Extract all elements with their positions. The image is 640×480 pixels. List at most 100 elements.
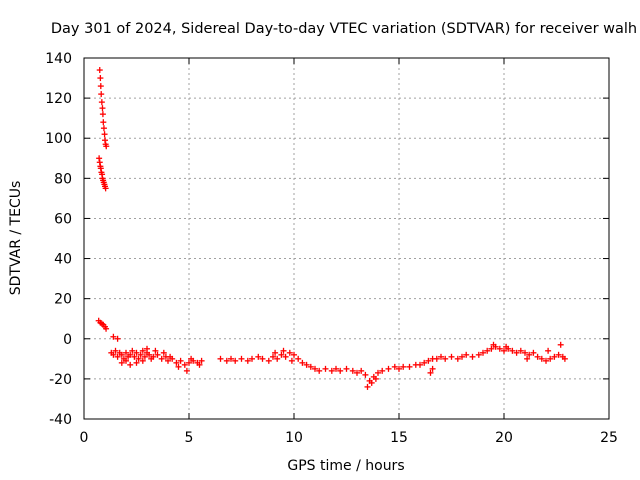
data-point	[173, 359, 180, 366]
data-point	[96, 67, 103, 74]
x-axis-label: GPS time / hours	[287, 458, 404, 474]
data-point	[103, 325, 110, 332]
data-point	[368, 379, 375, 386]
data-point	[110, 351, 117, 358]
data-point	[118, 359, 125, 366]
plot-frame	[83, 57, 610, 420]
data-point	[146, 351, 153, 358]
data-point	[555, 351, 562, 358]
data-point	[421, 359, 428, 366]
y-tick-label: -20	[49, 372, 72, 388]
data-point	[165, 357, 171, 364]
data-point	[270, 353, 276, 360]
data-point	[448, 353, 455, 360]
data-point	[299, 359, 306, 366]
y-tick-label: 120	[45, 91, 72, 107]
data-point	[391, 363, 398, 370]
data-point	[102, 185, 109, 192]
data-point	[417, 361, 423, 368]
data-point	[118, 351, 125, 358]
data-point	[139, 347, 146, 354]
data-point	[175, 363, 182, 370]
data-point	[137, 351, 144, 358]
data-point	[97, 83, 104, 90]
data-point	[503, 343, 510, 350]
x-tick-label: 25	[600, 430, 618, 446]
data-point	[223, 357, 230, 364]
data-point	[98, 99, 105, 106]
data-point	[501, 347, 507, 354]
data-point	[265, 357, 272, 364]
data-point	[198, 357, 205, 364]
data-point	[469, 353, 476, 360]
y-tick-label: -40	[49, 412, 72, 428]
data-point	[545, 347, 552, 354]
data-point	[150, 353, 157, 360]
data-point	[496, 345, 503, 352]
y-tick-label: 140	[45, 51, 72, 67]
y-tick-label: 60	[54, 211, 72, 227]
data-point	[139, 357, 146, 364]
data-point	[98, 91, 105, 98]
data-points	[95, 67, 568, 390]
data-point	[364, 383, 371, 390]
data-point	[131, 353, 138, 360]
data-point	[249, 355, 255, 362]
data-point	[343, 365, 350, 372]
data-point	[547, 355, 554, 362]
data-point	[272, 349, 279, 356]
y-tick-label: 20	[54, 292, 72, 308]
data-point	[278, 351, 285, 358]
data-point	[349, 367, 356, 374]
y-tick-label: 0	[63, 332, 72, 348]
y-axis-label: SDTVAR / TECUs	[8, 181, 24, 296]
data-point	[167, 353, 174, 360]
data-point	[217, 355, 224, 362]
data-point	[557, 341, 564, 348]
data-point	[183, 367, 190, 374]
data-point	[328, 367, 335, 374]
data-point	[406, 363, 413, 370]
data-point	[274, 355, 281, 362]
data-point	[144, 345, 150, 352]
data-point	[307, 363, 314, 370]
y-tick-labels: -40 -20 0 20 40 60 80 100 120 140	[45, 51, 72, 428]
data-point	[522, 349, 528, 356]
axis-ticks	[83, 57, 610, 420]
data-point	[196, 361, 203, 368]
data-point	[141, 353, 148, 360]
data-point	[228, 355, 234, 362]
data-point	[123, 357, 129, 364]
data-point	[538, 355, 545, 362]
data-point	[177, 357, 184, 364]
data-point	[99, 111, 106, 118]
data-point	[312, 365, 318, 372]
data-point	[97, 75, 104, 82]
x-tick-label: 15	[390, 430, 408, 446]
data-point	[232, 357, 239, 364]
data-point	[543, 357, 549, 364]
data-point	[288, 357, 295, 364]
data-point	[244, 357, 251, 364]
data-point	[259, 355, 266, 362]
grid-lines	[84, 58, 609, 419]
data-point	[101, 131, 108, 138]
data-point	[158, 355, 165, 362]
data-point	[291, 351, 297, 358]
data-point	[135, 355, 142, 362]
data-point	[286, 349, 293, 356]
data-point	[438, 353, 444, 360]
chart-title: Day 301 of 2024, Sidereal Day-to-day VTE…	[51, 21, 637, 37]
data-point	[513, 349, 520, 356]
data-point	[280, 347, 287, 354]
data-point	[127, 361, 134, 368]
data-point	[112, 347, 119, 354]
data-point	[99, 105, 106, 112]
data-point	[154, 351, 161, 358]
data-point	[337, 367, 344, 374]
data-point	[127, 351, 134, 358]
y-tick-label: 100	[45, 131, 72, 147]
data-point	[114, 353, 121, 360]
data-point	[375, 369, 381, 376]
data-point	[480, 349, 486, 356]
